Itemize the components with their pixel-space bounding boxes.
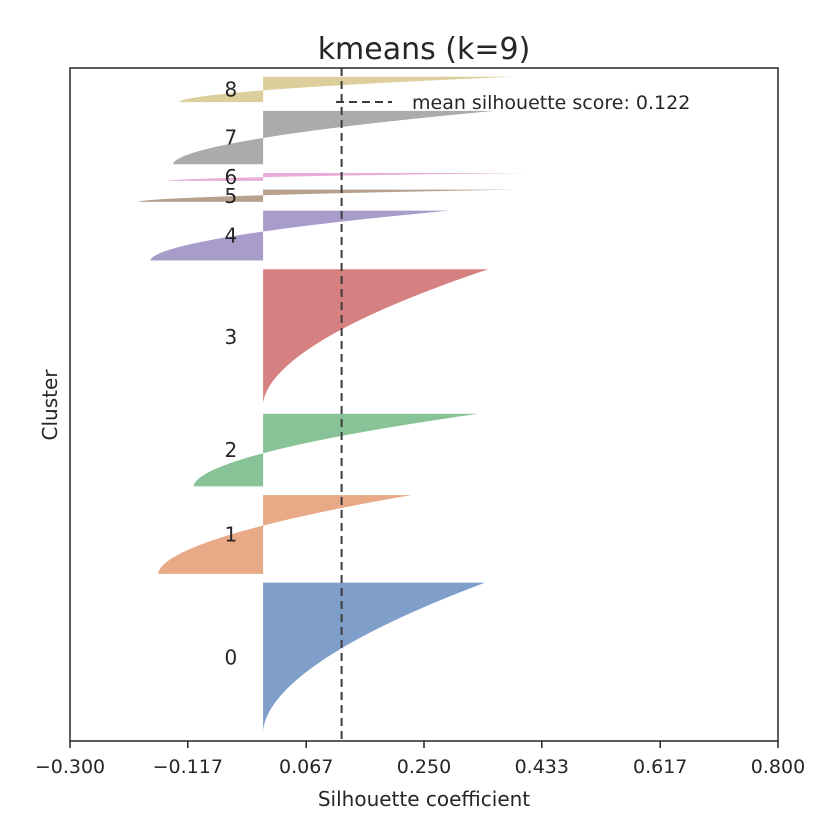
x-tick-label: 0.250 [397, 756, 451, 778]
cluster-4-silhouette [150, 210, 450, 261]
plot-frame [69, 67, 779, 742]
cluster-2-silhouette [193, 413, 479, 487]
cluster-6-label: 6 [225, 165, 238, 189]
cluster-7-silhouette [172, 110, 495, 165]
x-tick-label: 0.067 [279, 756, 333, 778]
cluster-1-silhouette [158, 495, 412, 574]
cluster-3-silhouette [263, 269, 489, 405]
cluster-4-label: 4 [225, 224, 238, 248]
cluster-5-silhouette [137, 189, 515, 202]
legend-label: mean silhouette score: 0.122 [412, 92, 690, 114]
x-axis-label: Silhouette coefficient [318, 787, 530, 811]
y-axis-label: Cluster [38, 369, 62, 441]
cluster-0-label: 0 [225, 645, 238, 669]
plot-area: 0 1 2 3 4 56 7 8 [137, 68, 527, 741]
legend: mean silhouette score: 0.122 [336, 92, 690, 114]
cluster-1-label: 1 [225, 523, 238, 547]
x-tick-label: 0.617 [633, 756, 687, 778]
cluster-8-silhouette [179, 76, 515, 103]
x-tick-label: −0.117 [153, 756, 223, 778]
cluster-2-label: 2 [225, 438, 238, 462]
cluster-6-silhouette [166, 173, 527, 181]
cluster-5-label: 5 [225, 184, 238, 208]
cluster-8-label: 8 [225, 77, 238, 101]
cluster-0-silhouette [263, 582, 486, 733]
cluster-3-label: 3 [225, 325, 238, 349]
x-axis-ticks: −0.300 −0.117 0.067 0.250 0.433 0.617 0.800 [35, 741, 805, 778]
x-tick-label: −0.300 [35, 756, 105, 778]
cluster-7-label: 7 [225, 126, 238, 150]
chart-title: kmeans (k=9) [318, 32, 531, 67]
x-tick-label: 0.800 [751, 756, 805, 778]
x-tick-label: 0.433 [515, 756, 569, 778]
